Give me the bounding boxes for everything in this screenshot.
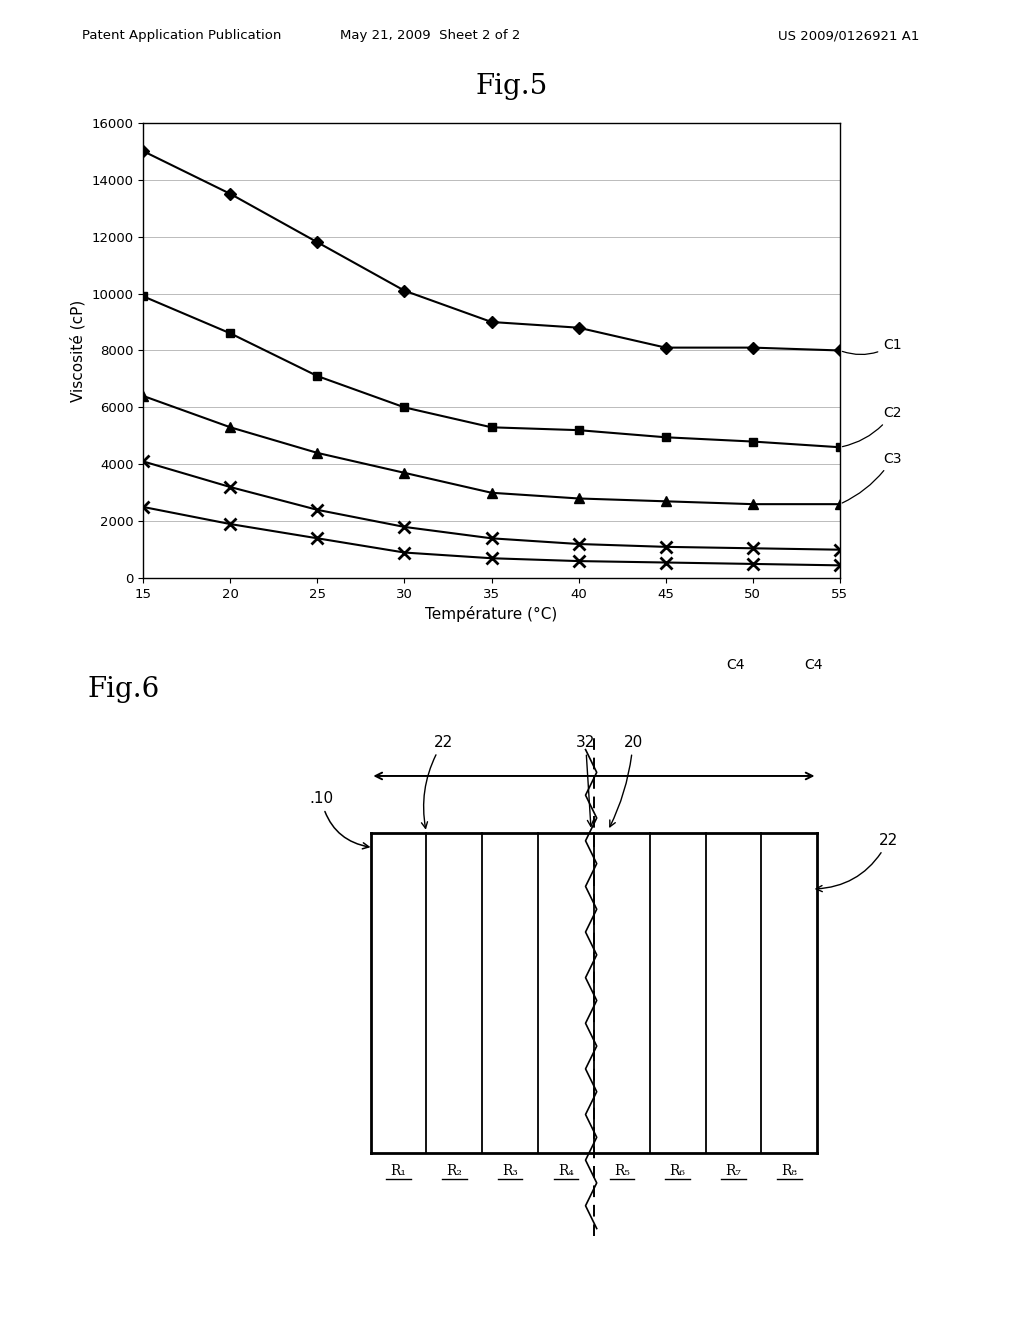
Text: R₂: R₂: [446, 1164, 462, 1179]
Text: R₃: R₃: [502, 1164, 518, 1179]
X-axis label: Température (°C): Température (°C): [425, 606, 558, 623]
Text: Fig.5: Fig.5: [476, 73, 548, 99]
Text: R₆: R₆: [670, 1164, 686, 1179]
Text: R₅: R₅: [614, 1164, 630, 1179]
Text: .10: .10: [309, 791, 369, 849]
Text: Patent Application Publication: Patent Application Publication: [82, 29, 282, 42]
Y-axis label: Viscosité (cP): Viscosité (cP): [71, 300, 86, 401]
Text: R₇: R₇: [726, 1164, 741, 1179]
Text: C1: C1: [843, 338, 902, 355]
Text: Fig.6: Fig.6: [87, 676, 160, 702]
Text: US 2009/0126921 A1: US 2009/0126921 A1: [778, 29, 920, 42]
Text: C4: C4: [726, 657, 744, 672]
Text: C4: C4: [804, 657, 823, 672]
Text: R₈: R₈: [781, 1164, 798, 1179]
Text: R₁: R₁: [390, 1164, 407, 1179]
Text: 20: 20: [610, 734, 643, 826]
Text: C2: C2: [843, 407, 902, 446]
Text: May 21, 2009  Sheet 2 of 2: May 21, 2009 Sheet 2 of 2: [340, 29, 520, 42]
Text: 22: 22: [816, 833, 898, 891]
Text: C3: C3: [842, 451, 902, 503]
Text: R₄: R₄: [558, 1164, 573, 1179]
Text: 32: 32: [575, 734, 595, 826]
Text: 22: 22: [422, 734, 453, 828]
